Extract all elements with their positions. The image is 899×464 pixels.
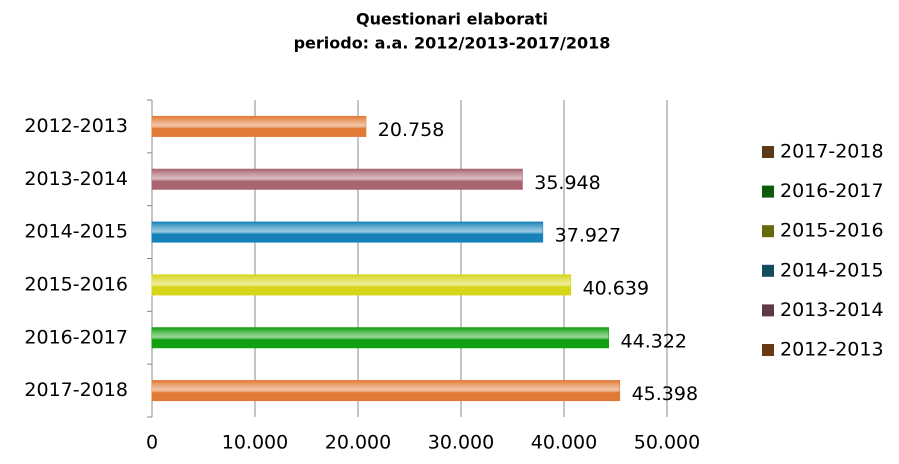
x-tick-label: 10.000 — [222, 432, 288, 454]
legend-label: 2013-2014 — [780, 299, 884, 321]
legend-swatch — [762, 344, 774, 356]
legend-swatch — [762, 225, 774, 238]
legend-label: 2015-2016 — [780, 220, 884, 242]
value-label: 37.927 — [555, 225, 621, 247]
y-tick-label: 2013-2014 — [24, 168, 128, 190]
x-tick-label: 30.000 — [428, 432, 494, 454]
x-tick-label: 20.000 — [325, 432, 391, 454]
chart-subtitle: periodo: a.a. 2012/2013-2017/2018 — [294, 34, 611, 53]
y-tick-label: 2014-2015 — [24, 221, 128, 243]
value-label: 40.639 — [583, 277, 649, 299]
bar-shine — [152, 116, 366, 137]
chart-title: Questionari elaborati — [356, 10, 548, 29]
x-tick-label: 0 — [146, 432, 158, 454]
legend-swatch — [762, 146, 774, 158]
legend-label: 2014-2015 — [780, 259, 884, 281]
bar-shine — [152, 169, 523, 190]
y-tick-label: 2012-2013 — [24, 115, 128, 137]
y-tick-label: 2015-2016 — [24, 273, 128, 295]
legend-label: 2017-2018 — [780, 141, 884, 163]
legend-swatch — [762, 304, 774, 317]
legend-label: 2016-2017 — [780, 180, 884, 202]
value-label: 44.322 — [621, 330, 687, 352]
value-label: 45.398 — [632, 383, 698, 405]
bar-shine — [152, 274, 571, 295]
y-tick-label: 2017-2018 — [24, 379, 128, 401]
x-tick-label: 40.000 — [531, 432, 597, 454]
value-label: 20.758 — [378, 119, 444, 141]
bar-shine — [152, 380, 620, 401]
bar-shine — [152, 222, 543, 243]
legend-swatch — [762, 185, 774, 198]
bar-shine — [152, 327, 609, 348]
x-tick-label: 50.000 — [634, 432, 700, 454]
legend-label: 2012-2013 — [780, 339, 884, 361]
y-tick-label: 2016-2017 — [24, 326, 128, 348]
legend-swatch — [762, 264, 774, 277]
value-label: 35.948 — [534, 172, 600, 194]
